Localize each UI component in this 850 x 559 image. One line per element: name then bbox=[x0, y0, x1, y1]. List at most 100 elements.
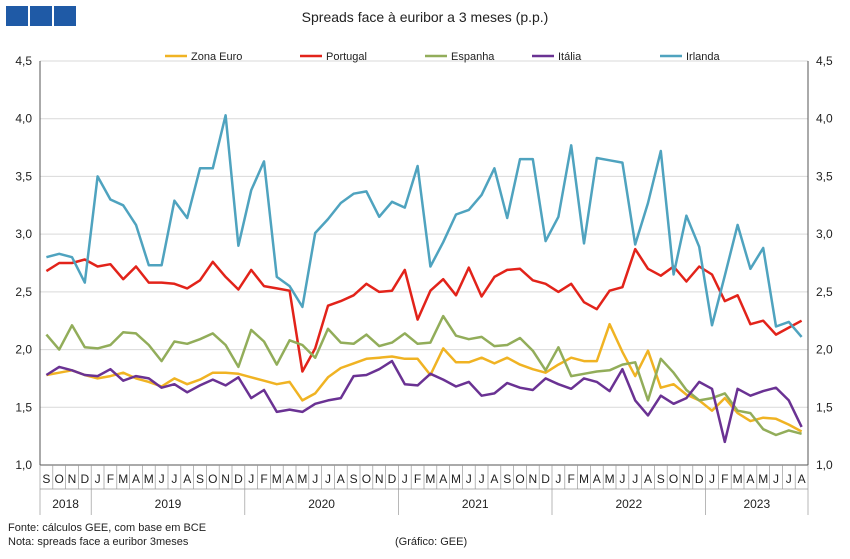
month-label: N bbox=[682, 472, 691, 486]
month-label: A bbox=[439, 472, 447, 486]
month-label: O bbox=[208, 472, 217, 486]
month-label: M bbox=[118, 472, 128, 486]
month-label: S bbox=[657, 472, 665, 486]
month-label: O bbox=[669, 472, 678, 486]
month-label: J bbox=[479, 472, 485, 486]
month-label: D bbox=[695, 472, 704, 486]
month-label: J bbox=[159, 472, 165, 486]
series-line-irlanda bbox=[46, 114, 803, 338]
logo-square bbox=[6, 6, 28, 26]
chart-credit: (Gráfico: GEE) bbox=[395, 536, 468, 548]
month-label: J bbox=[786, 472, 792, 486]
y-tick-label-left: 1,5 bbox=[15, 400, 32, 414]
logo-square bbox=[30, 6, 52, 26]
month-label: N bbox=[221, 472, 230, 486]
month-label: F bbox=[568, 472, 575, 486]
month-label: D bbox=[388, 472, 397, 486]
y-tick-label-left: 3,0 bbox=[15, 227, 32, 241]
month-label: M bbox=[451, 472, 461, 486]
y-tick-label-left: 3,5 bbox=[15, 169, 32, 183]
legend-label: Espanha bbox=[451, 51, 495, 63]
month-label: J bbox=[709, 472, 715, 486]
month-label: J bbox=[325, 472, 331, 486]
month-label: M bbox=[758, 472, 768, 486]
year-label: 2018 bbox=[52, 497, 79, 511]
y-tick-label-left: 2,5 bbox=[15, 285, 32, 299]
month-label: A bbox=[644, 472, 652, 486]
month-label: N bbox=[528, 472, 537, 486]
y-tick-label-right: 3,0 bbox=[816, 227, 833, 241]
month-label: S bbox=[350, 472, 358, 486]
y-tick-label-left: 4,5 bbox=[15, 54, 32, 68]
month-label: N bbox=[375, 472, 384, 486]
series-line-it-lia bbox=[45, 359, 803, 444]
month-label: J bbox=[555, 472, 561, 486]
month-label: M bbox=[579, 472, 589, 486]
month-label: D bbox=[80, 472, 89, 486]
month-label: A bbox=[490, 472, 498, 486]
month-label: A bbox=[183, 472, 191, 486]
month-label: J bbox=[312, 472, 318, 486]
month-label: M bbox=[605, 472, 615, 486]
month-label: M bbox=[144, 472, 154, 486]
series-line-zona-euro bbox=[46, 322, 803, 433]
y-tick-label-right: 2,5 bbox=[816, 285, 833, 299]
y-tick-label-right: 3,5 bbox=[816, 169, 833, 183]
y-tick-label-left: 2,0 bbox=[15, 343, 32, 357]
month-label: S bbox=[42, 472, 50, 486]
month-label: M bbox=[733, 472, 743, 486]
month-label: O bbox=[362, 472, 371, 486]
month-label: A bbox=[746, 472, 754, 486]
month-label: A bbox=[132, 472, 140, 486]
month-label: F bbox=[107, 472, 114, 486]
month-label: A bbox=[593, 472, 601, 486]
y-tick-label-right: 1,0 bbox=[816, 458, 833, 472]
month-label: M bbox=[297, 472, 307, 486]
y-tick-label-right: 2,0 bbox=[816, 343, 833, 357]
month-label: J bbox=[632, 472, 638, 486]
month-label: J bbox=[773, 472, 779, 486]
month-label: F bbox=[414, 472, 421, 486]
logo-square bbox=[54, 6, 76, 26]
footnote: Nota: spreads face a euribor 3meses bbox=[8, 536, 189, 548]
month-label: O bbox=[55, 472, 64, 486]
year-label: 2019 bbox=[155, 497, 182, 511]
year-label: 2022 bbox=[615, 497, 642, 511]
month-label: J bbox=[171, 472, 177, 486]
month-label: A bbox=[286, 472, 294, 486]
source-note: Fonte: cálculos GEE, com base em BCE bbox=[8, 522, 207, 534]
y-tick-label-left: 4,0 bbox=[15, 112, 32, 126]
month-label: D bbox=[234, 472, 243, 486]
legend-label: Itália bbox=[558, 51, 582, 63]
series-line-portugal bbox=[45, 247, 803, 373]
month-label: S bbox=[196, 472, 204, 486]
y-tick-label-right: 4,0 bbox=[816, 112, 833, 126]
month-label: J bbox=[248, 472, 254, 486]
year-label: 2021 bbox=[462, 497, 489, 511]
series-line-espanha bbox=[45, 314, 802, 437]
month-label: J bbox=[95, 472, 101, 486]
month-label: J bbox=[402, 472, 408, 486]
legend-label: Irlanda bbox=[686, 51, 721, 63]
y-tick-label-left: 1,0 bbox=[15, 458, 32, 472]
legend-label: Portugal bbox=[326, 51, 367, 63]
chart-title: Spreads face à euribor a 3 meses (p.p.) bbox=[301, 9, 549, 25]
month-label: N bbox=[68, 472, 77, 486]
legend-label: Zona Euro bbox=[191, 51, 242, 63]
y-tick-label-right: 1,5 bbox=[816, 400, 833, 414]
month-label: A bbox=[798, 472, 806, 486]
month-label: S bbox=[503, 472, 511, 486]
month-label: A bbox=[337, 472, 345, 486]
month-label: J bbox=[619, 472, 625, 486]
year-label: 2020 bbox=[308, 497, 335, 511]
month-label: D bbox=[541, 472, 550, 486]
gee-logo bbox=[6, 6, 76, 26]
month-label: M bbox=[425, 472, 435, 486]
month-label: O bbox=[515, 472, 524, 486]
month-label: F bbox=[260, 472, 267, 486]
month-label: M bbox=[272, 472, 282, 486]
month-label: F bbox=[721, 472, 728, 486]
month-label: J bbox=[466, 472, 472, 486]
year-label: 2023 bbox=[743, 497, 770, 511]
